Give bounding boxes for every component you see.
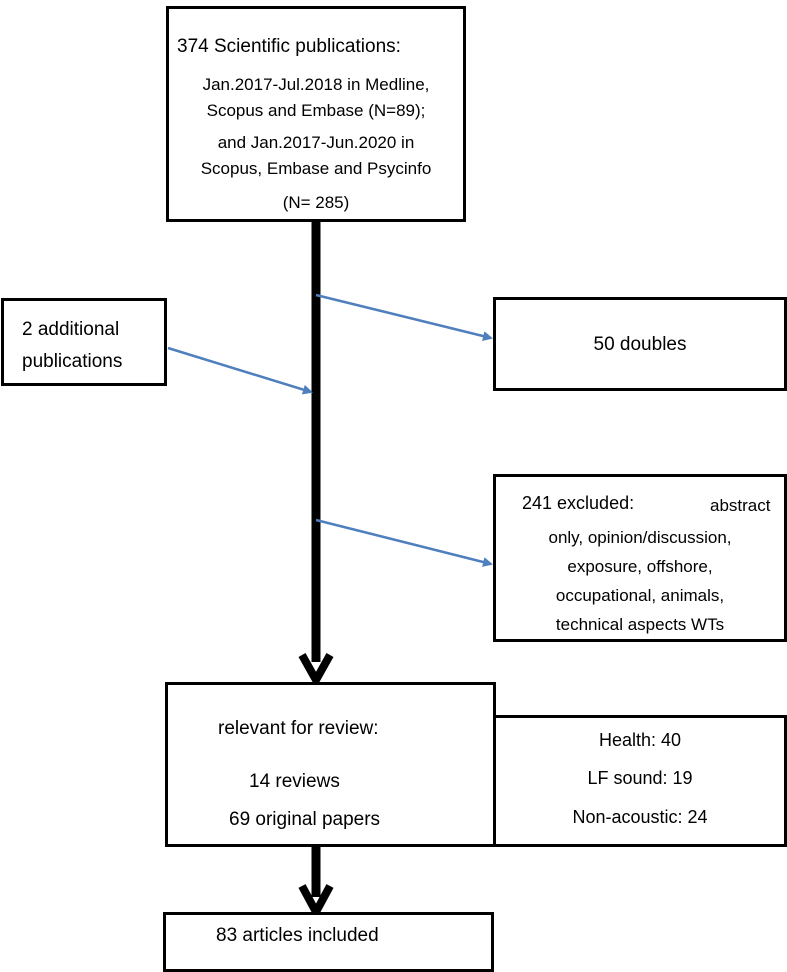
search-line-2: Scopus and Embase (N=89); — [206, 101, 426, 120]
doubles-label: 50 doubles — [593, 334, 687, 355]
excluded-line-2: exposure, offshore, — [567, 557, 713, 576]
doubles-box: 50 doubles — [493, 297, 787, 391]
additional-publications-box: 2 additional publications — [1, 298, 167, 386]
excluded-heading-tail: abstract — [710, 496, 771, 515]
topics-box: Health: 40 LF sound: 19 Non-acoustic: 24 — [493, 715, 787, 847]
excluded-line-3: occupational, animals, — [555, 586, 725, 605]
arrow-to-doubles — [315, 293, 493, 341]
search-heading: 374 Scientific publications: — [177, 36, 401, 57]
search-results-box: 374 Scientific publications: Jan.2017-Ju… — [166, 6, 466, 222]
additional-line-1: 2 additional — [22, 319, 120, 340]
topic-health: Health: 40 — [598, 730, 682, 750]
search-line-1: Jan.2017-Jul.2018 in Medline, — [202, 75, 430, 94]
relevant-reviews: 14 reviews — [249, 771, 340, 792]
excluded-line-4: technical aspects WTs — [555, 615, 725, 634]
excluded-line-1: only, opinion/discussion, — [548, 528, 732, 547]
arrow-to-excluded — [315, 518, 493, 567]
included-box: 83 articles included — [163, 912, 494, 972]
topic-lf-sound: LF sound: 19 — [587, 768, 693, 788]
excluded-box: 241 excluded: abstract only, opinion/dis… — [493, 474, 787, 642]
included-label: 83 articles included — [216, 925, 379, 946]
main-flow-arrowhead — [298, 653, 334, 689]
search-line-4: Scopus, Embase and Psycinfo — [200, 159, 432, 178]
relevant-heading: relevant for review: — [218, 718, 379, 739]
arrow-from-additional — [167, 346, 313, 395]
topic-non-acoustic: Non-acoustic: 24 — [572, 807, 708, 827]
search-line-5: (N= 285) — [282, 193, 350, 212]
search-line-3: and Jan.2017-Jun.2020 in — [217, 133, 415, 152]
relevant-originals: 69 original papers — [229, 809, 381, 830]
additional-line-2: publications — [22, 351, 123, 372]
relevant-box: relevant for review: 14 reviews 69 origi… — [165, 682, 496, 847]
excluded-heading: 241 excluded: — [522, 493, 635, 513]
